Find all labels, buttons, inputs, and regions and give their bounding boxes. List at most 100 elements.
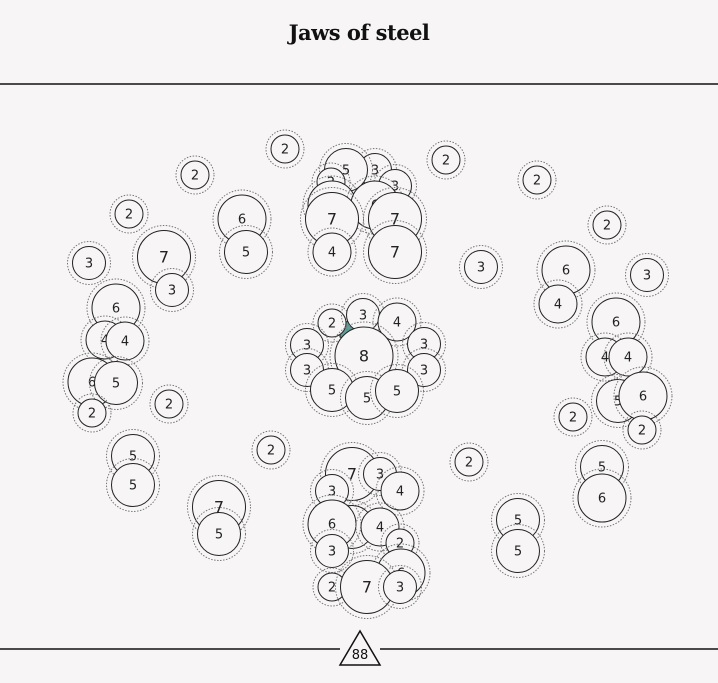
- node-halo: [319, 143, 373, 197]
- node-value: 4: [121, 335, 129, 350]
- node-halo: [375, 466, 425, 516]
- node-halo: [378, 565, 422, 609]
- node-halo: [89, 356, 143, 410]
- node-value: 5: [342, 164, 350, 179]
- node-51[interactable]: 5: [106, 458, 160, 512]
- node-value: 8: [359, 347, 369, 366]
- node-1[interactable]: 2: [175, 155, 215, 195]
- node-55[interactable]: 2: [449, 442, 489, 482]
- node-30[interactable]: 2: [72, 393, 112, 433]
- node-circle: [577, 473, 627, 523]
- node-value: 5: [598, 461, 606, 476]
- node-value: 2: [569, 411, 577, 426]
- node-34[interactable]: 4: [372, 297, 422, 347]
- node-halo: [572, 468, 632, 528]
- node-42[interactable]: 5: [370, 364, 424, 418]
- node-29[interactable]: 5: [89, 356, 143, 410]
- node-circle: [627, 415, 657, 445]
- node-value: 5: [514, 514, 522, 529]
- node-value: 4: [396, 485, 404, 500]
- triangle-icon: [338, 629, 382, 666]
- node-4[interactable]: 2: [109, 194, 149, 234]
- node-circle: [538, 284, 578, 324]
- node-59[interactable]: 4: [375, 466, 425, 516]
- node-halo: [219, 225, 273, 279]
- board-title: Jaws of steel: [288, 20, 430, 45]
- node-72[interactable]: 5: [491, 524, 545, 578]
- node-circle: [464, 250, 498, 284]
- node-24[interactable]: 3: [625, 253, 669, 297]
- node-value: 2: [442, 154, 450, 169]
- node-circle: [383, 570, 417, 604]
- node-circle: [522, 165, 552, 195]
- node-71[interactable]: 5: [491, 493, 545, 547]
- node-circle: [375, 369, 419, 413]
- node-57[interactable]: 5: [192, 507, 246, 561]
- node-61[interactable]: 6: [572, 468, 632, 528]
- total-badge: 88: [338, 629, 382, 666]
- node-layer[interactable]: 2222223736535236677473643644652223438333…: [62, 129, 673, 619]
- node-circle: [496, 529, 540, 573]
- node-36[interactable]: 8: [329, 321, 399, 391]
- node-value: 3: [376, 468, 384, 483]
- node-54[interactable]: 3: [310, 469, 354, 513]
- node-value: 2: [88, 407, 96, 422]
- node-value: 7: [362, 578, 372, 597]
- node-2[interactable]: 2: [426, 140, 466, 180]
- node-52[interactable]: 2: [251, 430, 291, 470]
- node-circle: [407, 353, 441, 387]
- node-value: 3: [303, 339, 311, 354]
- node-value: 5: [129, 450, 137, 465]
- node-halo: [67, 241, 111, 285]
- node-45[interactable]: 4: [603, 332, 653, 382]
- node-5[interactable]: 2: [587, 205, 627, 245]
- node-halo: [370, 364, 424, 418]
- node-value: 5: [363, 392, 371, 407]
- node-circle: [197, 512, 241, 556]
- node-halo: [459, 245, 503, 289]
- node-halo: [622, 410, 662, 450]
- node-10[interactable]: 5: [219, 225, 273, 279]
- node-halo: [380, 523, 420, 563]
- node-25[interactable]: 6: [86, 278, 146, 338]
- node-halo: [149, 384, 189, 424]
- node-circle: [380, 471, 420, 511]
- node-value: 2: [165, 398, 173, 413]
- node-value: 3: [643, 269, 651, 284]
- node-halo: [329, 321, 399, 391]
- node-value: 6: [598, 492, 606, 507]
- node-value: 2: [603, 219, 611, 234]
- node-19[interactable]: 4: [307, 227, 357, 277]
- node-value: 5: [112, 377, 120, 392]
- node-halo: [517, 160, 557, 200]
- node-23[interactable]: 4: [533, 279, 583, 329]
- node-circle: [111, 463, 155, 507]
- node-49[interactable]: 2: [622, 410, 662, 450]
- node-circle: [154, 389, 184, 419]
- node-value: 5: [614, 395, 622, 410]
- node-value: 4: [101, 334, 109, 349]
- node-21[interactable]: 3: [459, 245, 503, 289]
- node-circle: [256, 435, 286, 465]
- node-value: 3: [396, 581, 404, 596]
- node-value: 2: [125, 208, 133, 223]
- node-3[interactable]: 2: [517, 160, 557, 200]
- node-circle: [114, 199, 144, 229]
- node-0[interactable]: 2: [265, 129, 305, 169]
- node-48[interactable]: 2: [553, 397, 593, 437]
- node-8[interactable]: 3: [150, 268, 194, 312]
- node-31[interactable]: 2: [149, 384, 189, 424]
- node-halo: [533, 279, 583, 329]
- node-circle: [312, 232, 352, 272]
- node-27[interactable]: 4: [100, 316, 150, 366]
- node-20[interactable]: 7: [363, 220, 427, 284]
- node-halo: [192, 507, 246, 561]
- node-halo: [491, 524, 545, 578]
- node-70[interactable]: 3: [378, 565, 422, 609]
- node-halo: [311, 162, 351, 202]
- node-value: 2: [465, 456, 473, 471]
- node-value: 2: [267, 444, 275, 459]
- node-37[interactable]: 3: [402, 322, 446, 366]
- node-6[interactable]: 3: [67, 241, 111, 285]
